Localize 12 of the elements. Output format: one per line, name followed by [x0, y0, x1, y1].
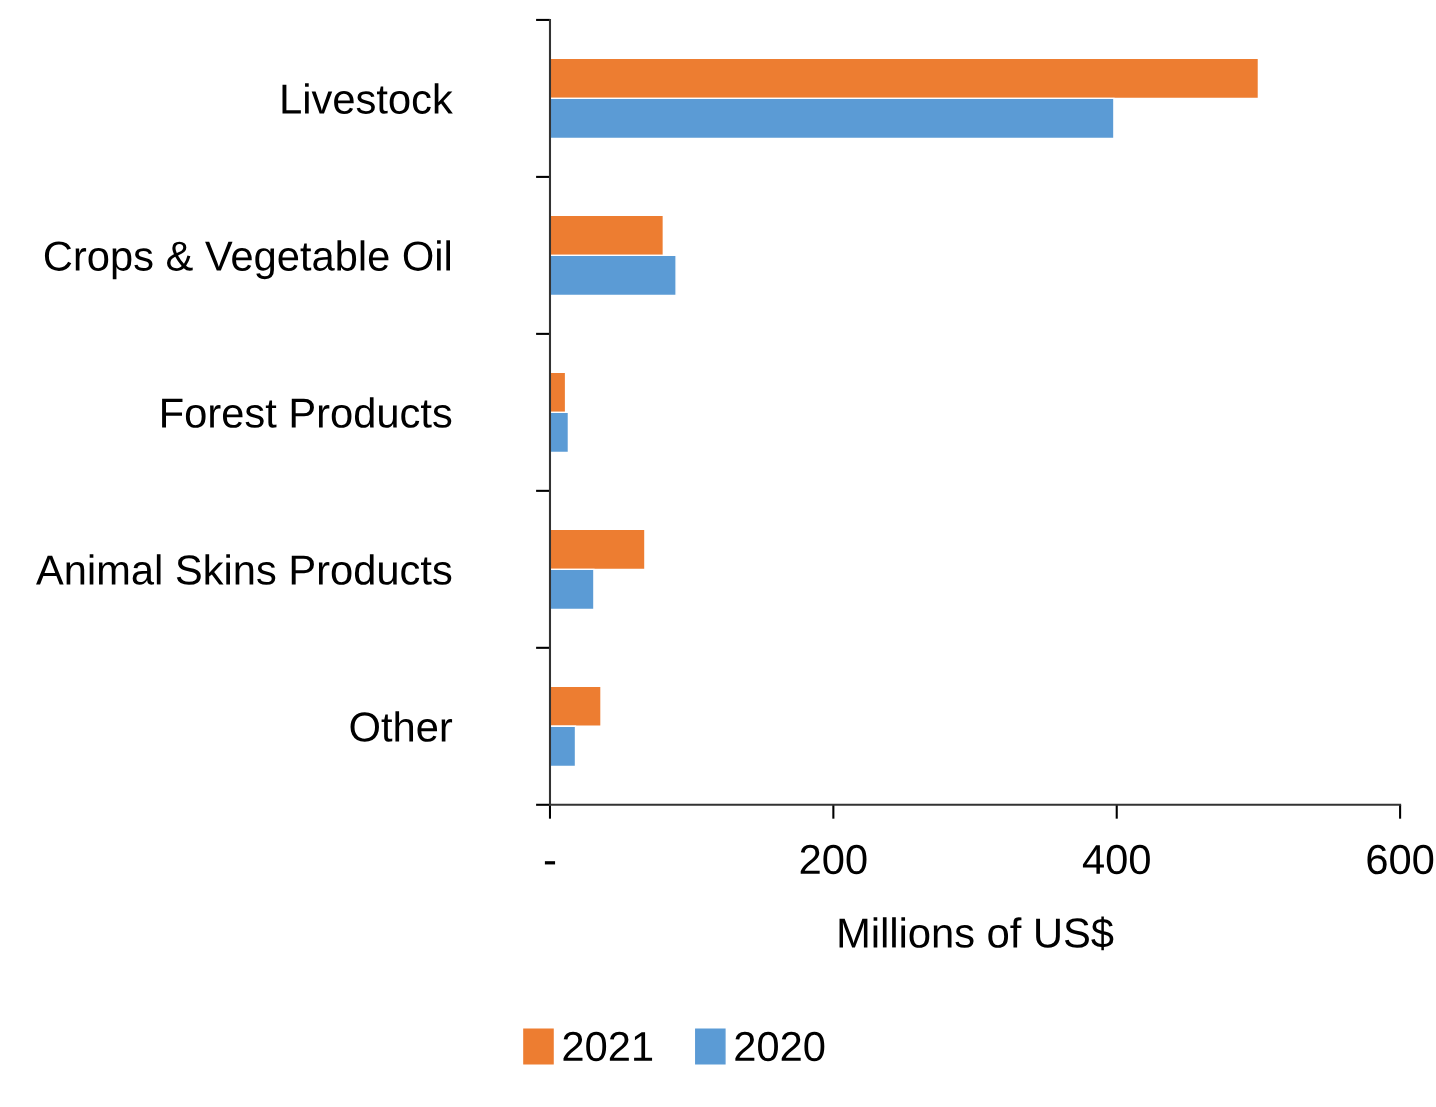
legend-label: 2020: [735, 1031, 825, 1062]
x-tick-label: -: [544, 861, 556, 865]
x-tick-label: 400: [1082, 844, 1150, 875]
y-tick-label: Livestock: [282, 83, 453, 114]
x-tick-label: 600: [1367, 844, 1434, 875]
y-tick-label: Animal Skins Products: [36, 554, 452, 585]
x-tick-label: 200: [800, 844, 867, 875]
x-axis-title: Millions of US$: [839, 916, 1114, 951]
legend-label: 2021: [563, 1031, 653, 1062]
y-tick-label: Forest Products: [162, 397, 452, 428]
y-tick-label: Other: [350, 711, 453, 742]
y-tick-label: Crops & Vegetable Oil: [44, 240, 450, 280]
